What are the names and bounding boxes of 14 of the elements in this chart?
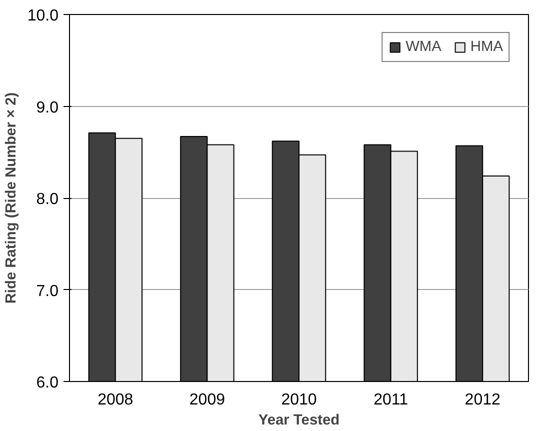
x-axis-title: Year Tested	[258, 412, 340, 428]
legend-label: WMA	[406, 39, 442, 55]
x-tick-label: 2009	[189, 392, 226, 408]
y-tick-label: 10.0	[27, 8, 59, 24]
x-tick-label: 2011	[374, 392, 408, 408]
x-tick-label: 2010	[281, 392, 317, 408]
x-tick-label: 2012	[464, 392, 500, 408]
legend-label: HMA	[470, 39, 503, 55]
y-axis-title: Ride Rating (Ride Number × 2)	[3, 92, 20, 304]
y-tick-label: 8.0	[36, 191, 59, 208]
y-tick-label: 9.0	[36, 99, 59, 116]
y-tick-label: 6.0	[36, 374, 59, 392]
y-tick-label: 7.0	[36, 282, 59, 300]
x-tick-label: 2008	[98, 392, 134, 408]
